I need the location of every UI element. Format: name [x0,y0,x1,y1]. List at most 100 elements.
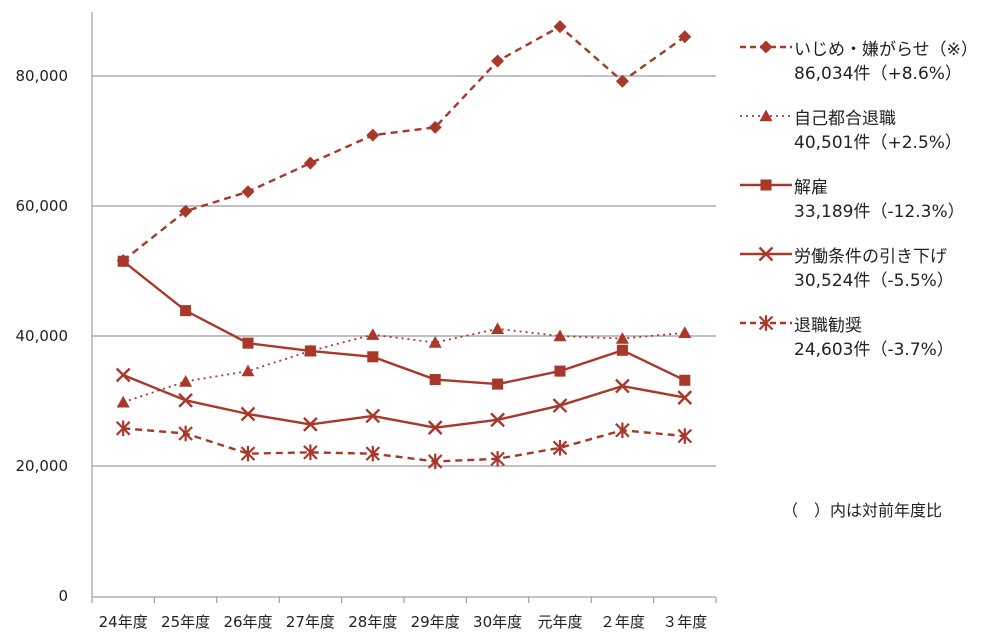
point-diamond [241,185,255,199]
year-over-year-note: （ ）内は対前年度比 [782,501,943,520]
point-x-stroke [427,420,443,435]
point-triangle [428,336,442,348]
legend-text: 自己都合退職 40,501件（+2.5%） [794,107,962,155]
legend-count: 33,189件（-12.3%） [794,202,965,222]
legend-item-voluntary-resignation: 自己都合退職 40,501件（+2.5%） [738,107,1000,155]
series-3 [115,367,693,435]
point-square [367,351,379,363]
legend-count: 40,501件（+2.5%） [794,133,962,153]
point-square [304,345,316,357]
series-line [123,427,685,463]
point-asterisk [490,451,505,467]
legend-item-resignation-encouragement: 退職勧奨 24,603件（-3.7%） [738,314,1000,362]
point-x-stroke [303,417,318,432]
x-axis-tick-labels: 24年度 25年度 26年度 27年度 28年度 29年度 30年度 元年度 ２年度 ３年度 [99,613,708,631]
legend-label: いじめ・嫌がらせ（※） [794,40,978,60]
point-diamond [678,30,692,44]
point-x-stroke [677,390,693,405]
point-x [427,420,443,435]
axes [91,12,717,603]
point-triangle [366,328,380,340]
point-triangle [615,332,629,344]
point-x-stroke [758,246,774,262]
point-diamond [366,128,380,142]
point-x [615,378,630,394]
point-x-stroke [365,408,381,424]
legend-item-worsened-conditions: 労働条件の引き下げ 30,524件（-5.5%） [738,245,1000,293]
series-lines [115,20,693,470]
y-tick-label: 0 [58,587,68,605]
legend-count: 24,603件（-3.7%） [794,340,954,360]
x-tick-label: 27年度 [286,613,335,631]
point-diamond [553,20,567,34]
point-diamond [615,74,629,88]
point-x [758,246,774,262]
point-x [115,367,131,383]
gridlines [92,75,716,467]
point-x [365,408,381,424]
series-line [122,373,686,429]
point-square [242,337,254,349]
y-tick-label: 80,000 [16,67,69,85]
point-x-stroke [615,378,630,394]
legend-label: 退職勧奨 [794,316,862,336]
legend-swatch-x [740,246,792,262]
legend-text: 解雇 33,189件（-12.3%） [794,176,965,224]
series-line [122,327,685,404]
series-1 [116,322,692,408]
y-tick-label: 20,000 [16,457,69,475]
point-square [760,179,772,191]
legend-count: 86,034件（+8.6%） [794,64,962,84]
point-x-stroke [490,412,505,428]
series-0 [116,20,692,268]
point-square [492,378,504,390]
x-tick-label: 24年度 [99,613,148,631]
point-triangle [116,395,130,408]
x-tick-label: ３年度 [662,613,707,631]
point-x [303,417,318,432]
point-x-stroke [115,367,131,383]
point-x [677,390,693,405]
legend-label: 自己都合退職 [794,109,896,129]
x-tick-label: 29年度 [411,613,460,631]
x-tick-label: 元年度 [537,613,582,631]
point-diamond [759,40,773,54]
legend-label: 労働条件の引き下げ [794,247,947,267]
point-triangle [553,329,567,342]
point-asterisk [240,445,256,462]
point-triangle [179,375,193,387]
x-tick-label: 26年度 [223,613,272,631]
legend-swatch-square [740,179,792,191]
point-diamond [179,204,193,218]
point-triangle [759,109,773,122]
series-4 [115,420,693,470]
series-line [122,260,686,386]
point-asterisk [303,444,318,461]
point-asterisk [758,315,774,331]
point-x [240,406,256,422]
x-tick-label: 30年度 [473,613,522,631]
point-x [490,412,505,428]
legend-text: 退職勧奨 24,603件（-3.7%） [794,314,954,362]
point-x [552,398,568,413]
point-x-stroke [178,393,193,408]
legend-text: 労働条件の引き下げ 30,524件（-5.5%） [794,245,954,293]
point-diamond [491,54,505,68]
legend-swatch-diamond [740,40,792,54]
legend: いじめ・嫌がらせ（※） 86,034件（+8.6%） 自己都合退職 40,501… [738,38,1000,383]
point-asterisk [615,422,630,439]
legend-text: いじめ・嫌がらせ（※） 86,034件（+8.6%） [794,38,978,86]
point-triangle [678,326,692,338]
legend-item-bullying: いじめ・嫌がらせ（※） 86,034件（+8.6%） [738,38,1000,86]
x-tick-label: 25年度 [161,613,210,631]
legend-item-dismissal: 解雇 33,189件（-12.3%） [738,176,1000,224]
point-asterisk [427,453,443,470]
legend-label: 解雇 [794,178,828,198]
series-line [122,25,686,262]
point-x [178,393,193,408]
point-asterisk [365,445,381,462]
y-axis-tick-labels: 0 20,000 40,000 60,000 80,000 [16,67,69,605]
legend-swatch-triangle [740,109,792,122]
